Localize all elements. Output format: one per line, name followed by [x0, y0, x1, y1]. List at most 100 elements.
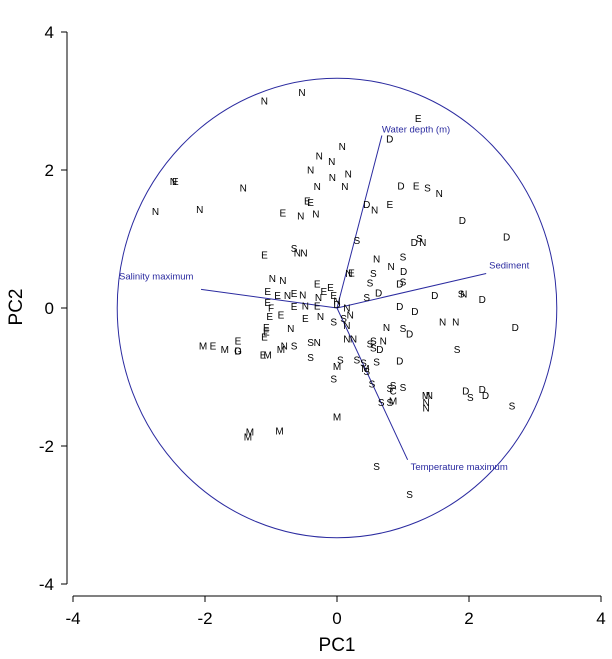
data-point: D	[400, 267, 407, 278]
data-point: N	[152, 207, 159, 218]
data-point: N	[294, 248, 301, 259]
data-point: S	[369, 379, 376, 390]
data-point: S	[363, 293, 370, 304]
data-point: N	[281, 341, 288, 352]
data-point: N	[426, 391, 433, 402]
data-point: M	[246, 428, 254, 439]
data-point: M	[361, 364, 369, 375]
data-point: N	[419, 238, 426, 249]
data-point: N	[343, 321, 350, 332]
data-point: C	[389, 386, 396, 397]
data-point: D	[396, 357, 403, 368]
data-point: M	[221, 345, 229, 356]
data-point: S	[416, 234, 423, 245]
x-tick-label: -2	[197, 609, 212, 628]
data-point: S	[386, 384, 393, 395]
data-point: N	[345, 269, 352, 280]
vector-line	[336, 135, 383, 309]
data-point: D	[234, 346, 241, 357]
data-point: E	[291, 289, 298, 300]
data-point: M	[422, 391, 430, 402]
vector-label: Sediment	[489, 261, 529, 272]
data-point: N	[269, 274, 276, 285]
data-point: N	[345, 170, 352, 181]
data-point: S	[373, 357, 380, 368]
data-point: M	[333, 362, 341, 373]
data-point: M	[199, 341, 207, 352]
data-point: N	[314, 338, 321, 349]
y-tick-label: -2	[39, 437, 54, 456]
data-point: N	[279, 276, 286, 287]
data-point: D	[396, 302, 403, 313]
data-point: E	[278, 310, 285, 321]
data-point: S	[360, 359, 367, 370]
data-point: N	[329, 173, 336, 184]
data-point: E	[260, 350, 267, 361]
data-point: S	[353, 355, 360, 366]
data-point: N	[439, 317, 446, 328]
data-point: E	[314, 279, 321, 290]
data-point: N	[312, 210, 319, 221]
data-point: E	[348, 268, 355, 279]
data-point: N	[315, 293, 322, 304]
x-tick-label: 2	[464, 609, 473, 628]
data-point: E	[307, 198, 314, 209]
data-point: N	[170, 177, 177, 188]
data-point: N	[314, 182, 321, 193]
data-point: S	[291, 244, 298, 255]
data-point: M	[244, 433, 252, 444]
y-axis-title: PC2	[6, 289, 27, 326]
data-point: G	[234, 346, 242, 357]
data-point: D	[411, 307, 418, 318]
data-point: E	[415, 114, 422, 125]
data-point: S	[353, 236, 360, 247]
data-point: D	[363, 200, 370, 211]
data-point: S	[370, 337, 377, 348]
data-point: S	[400, 277, 407, 288]
data-point: E	[413, 181, 420, 192]
data-point: E	[302, 314, 309, 325]
data-point: D	[479, 295, 486, 306]
data-point: N	[302, 301, 309, 312]
data-point: N	[350, 335, 357, 346]
data-point: S	[400, 383, 407, 394]
x-tick-label: -4	[65, 609, 80, 628]
data-point: N	[422, 404, 429, 415]
data-point: S	[458, 290, 465, 301]
data-point: S	[373, 462, 380, 473]
x-tick-label: 0	[332, 609, 341, 628]
data-point: N	[422, 398, 429, 409]
data-point: M	[277, 345, 285, 356]
data-point: N	[347, 310, 354, 321]
data-point: E	[386, 200, 393, 211]
data-point: N	[287, 324, 294, 335]
data-point: E	[280, 208, 287, 219]
data-point: F	[268, 304, 274, 315]
data-point: D	[333, 300, 340, 311]
data-point: N	[452, 317, 459, 328]
data-point: S	[367, 339, 374, 350]
data-point: E	[264, 287, 271, 298]
data-point: E	[263, 323, 270, 334]
data-point: N	[383, 323, 390, 334]
data-point: N	[261, 97, 268, 108]
data-point: D	[375, 288, 382, 299]
data-point: S	[454, 345, 461, 356]
data-point: S	[330, 375, 337, 386]
data-point: N	[317, 312, 324, 323]
data-point: E	[172, 177, 179, 188]
data-point: M	[333, 413, 341, 424]
data-point: N	[240, 183, 247, 194]
data-point: S	[291, 341, 298, 352]
data-point: S	[386, 398, 393, 409]
data-point: S	[378, 398, 385, 409]
vectors-layer: Water depth (m) Sediment Salinity maximum T…	[119, 125, 530, 473]
data-point: D	[462, 386, 469, 397]
correlation-circle	[116, 77, 558, 539]
data-point: D	[406, 330, 413, 341]
data-point: D	[459, 216, 466, 227]
data-point: E	[330, 291, 337, 302]
data-point: S	[406, 490, 413, 501]
data-point: D	[479, 385, 486, 396]
